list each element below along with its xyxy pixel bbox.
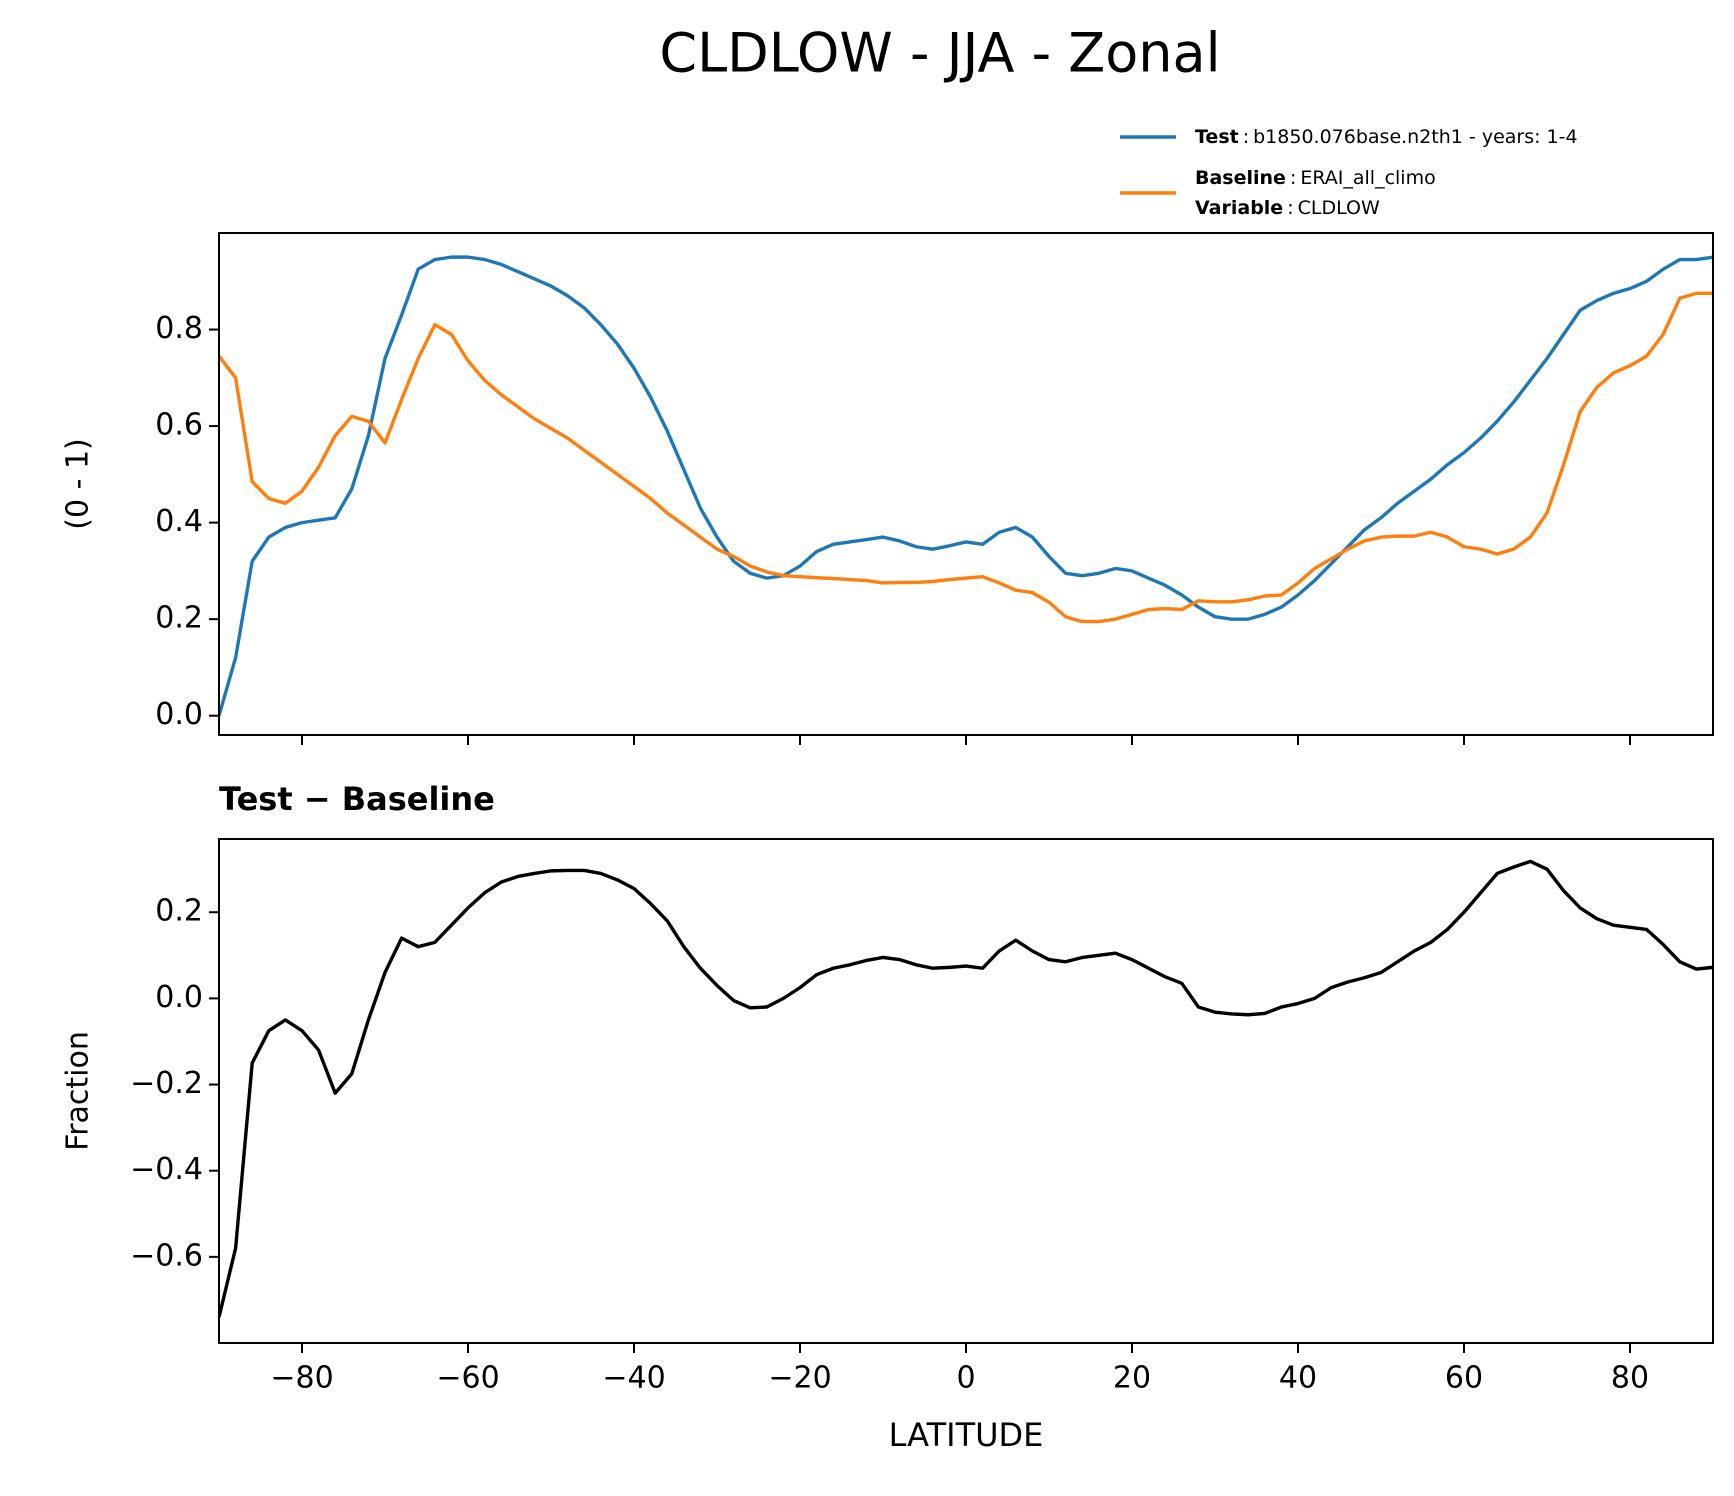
legend-entry: Variable: CLDLOW <box>1195 197 1380 219</box>
x-tick-label: 20 <box>1113 1361 1151 1396</box>
y-tick-label: 0.2 <box>155 601 203 636</box>
legend-name: Variable <box>1195 197 1283 219</box>
y-tick-label: 0.4 <box>155 504 203 539</box>
y-tick-label: 0.0 <box>155 980 203 1015</box>
data-line <box>219 255 1713 717</box>
legend-description: b1850.076base.n2th1 - years: 1-4 <box>1253 126 1577 148</box>
y-tick-label: −0.4 <box>130 1152 203 1187</box>
y-tick-label: 0.8 <box>155 311 203 346</box>
x-tick-label: 40 <box>1279 1361 1317 1396</box>
data-line <box>219 859 1713 1318</box>
y-tick-label: −0.6 <box>130 1238 203 1273</box>
y-tick-label: 0.0 <box>155 697 203 732</box>
x-tick-label: −60 <box>436 1361 499 1396</box>
axes-frame <box>218 232 1714 736</box>
x-tick-label: −40 <box>602 1361 665 1396</box>
axes-frame <box>218 838 1714 1344</box>
legend-separator: : <box>1290 167 1296 189</box>
y-axis-label: (0 - 1) <box>61 438 96 529</box>
panel-title: Test − Baseline <box>219 780 495 818</box>
x-tick-label: 60 <box>1445 1361 1483 1396</box>
legend-description: ERAI_all_climo <box>1300 167 1435 189</box>
data-line <box>219 291 1713 624</box>
y-tick-label: −0.2 <box>130 1066 203 1101</box>
legend-name: Baseline <box>1195 167 1286 189</box>
legend-entry: Test: b1850.076base.n2th1 - years: 1-4 <box>1195 126 1578 148</box>
x-tick-label: 80 <box>1611 1361 1649 1396</box>
legend-separator: : <box>1287 197 1293 219</box>
x-axis-label: LATITUDE <box>889 1416 1044 1454</box>
x-tick-label: −80 <box>270 1361 333 1396</box>
x-tick-label: −20 <box>768 1361 831 1396</box>
figure-title: CLDLOW - JJA - Zonal <box>659 22 1220 85</box>
legend-name: Test <box>1195 126 1239 148</box>
legend-separator: : <box>1243 126 1249 148</box>
y-tick-label: 0.6 <box>155 408 203 443</box>
y-tick-label: 0.2 <box>155 894 203 929</box>
legend-entry: Baseline: ERAI_all_climo <box>1195 167 1436 189</box>
legend-description: CLDLOW <box>1298 197 1380 219</box>
x-tick-label: 0 <box>956 1361 975 1396</box>
y-axis-label: Fraction <box>61 1031 96 1151</box>
